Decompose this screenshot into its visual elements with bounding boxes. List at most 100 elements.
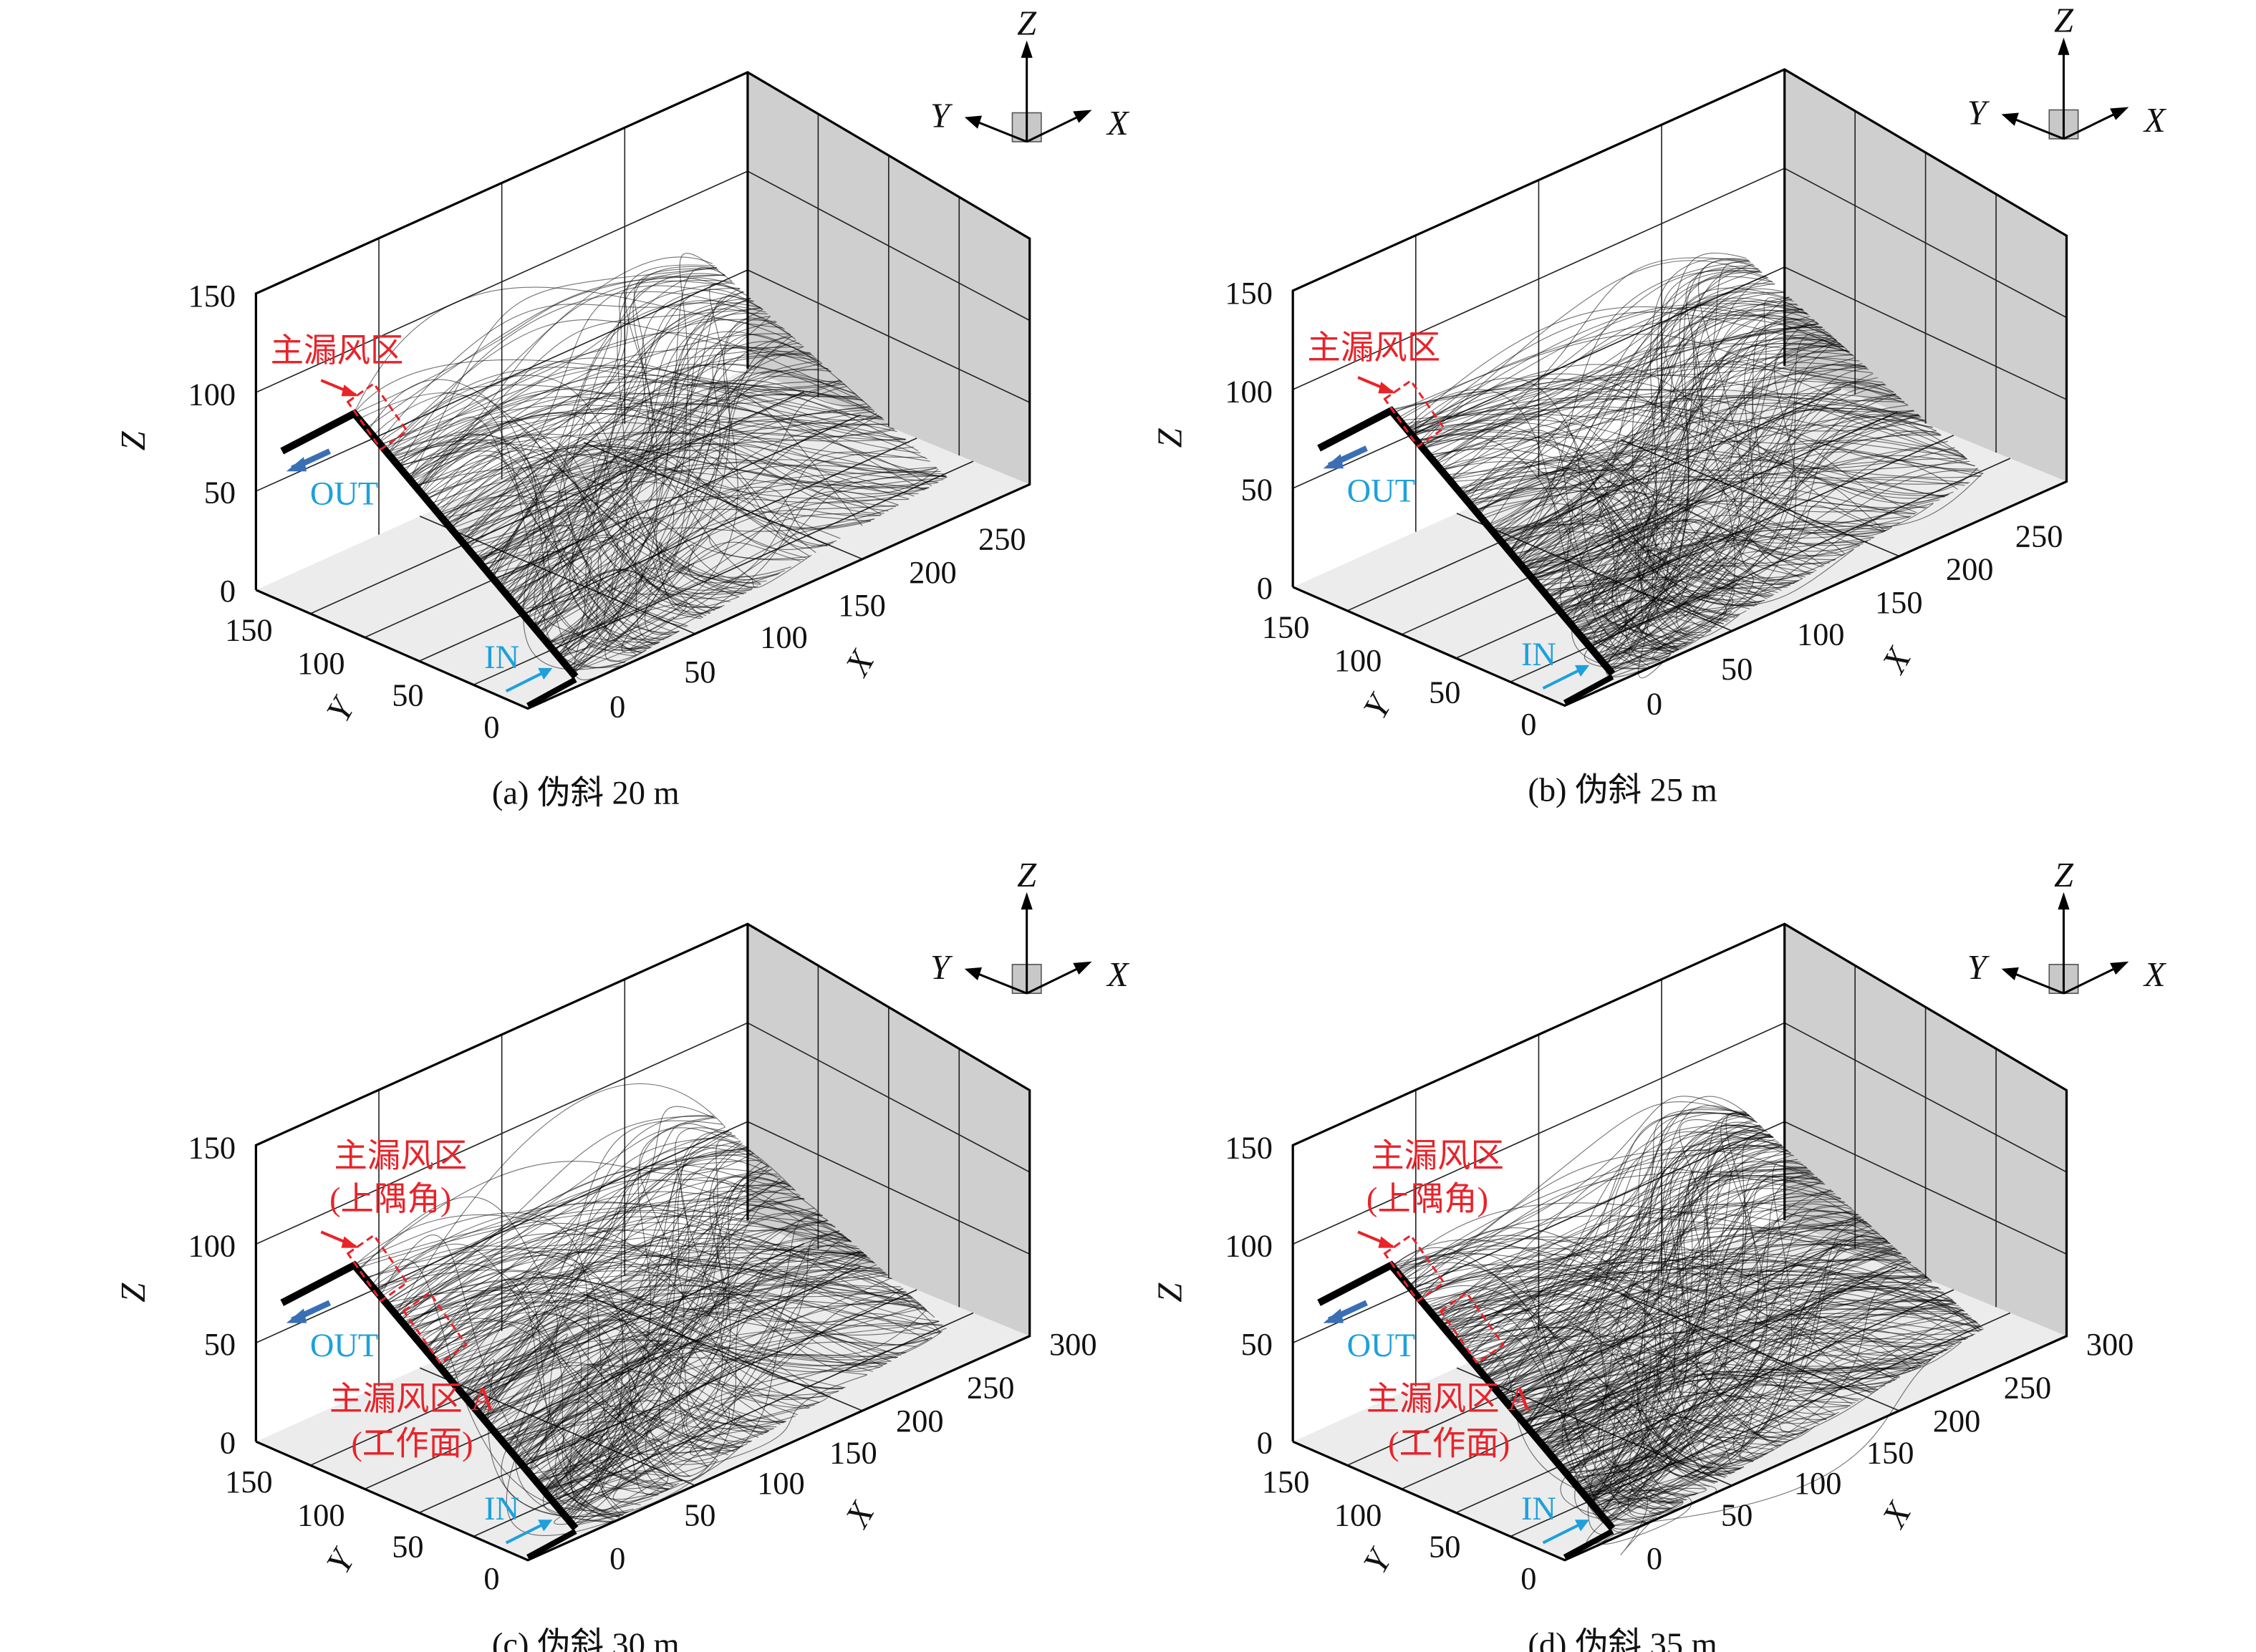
z-tick-label: 100	[1225, 1228, 1273, 1264]
streamline	[1444, 1144, 1782, 1329]
streamline	[1533, 380, 1899, 583]
streamline	[1587, 1216, 1871, 1504]
streamline	[1571, 1299, 1954, 1484]
streamline	[1488, 1134, 1772, 1383]
streamline	[1484, 1129, 1766, 1378]
streamline	[1485, 1270, 1929, 1381]
streamline	[1581, 1137, 1778, 1497]
streamline	[564, 498, 909, 669]
streamline	[1507, 309, 1803, 551]
z-axis-label: Z	[115, 430, 153, 450]
streamline	[1533, 518, 1711, 633]
streamline	[466, 443, 889, 549]
streamline	[1511, 287, 1793, 556]
outlet-arrowhead-icon	[1323, 1308, 1344, 1323]
y-tick-label: 50	[1429, 674, 1460, 710]
x-tick-label: 200	[1946, 551, 1994, 587]
x-tick-label: 250	[978, 521, 1026, 556]
gridline	[256, 170, 748, 393]
streamline	[1447, 1268, 1932, 1333]
streamline	[1596, 499, 1940, 660]
streamline	[1444, 1144, 1788, 1329]
streamline	[1500, 1326, 1717, 1483]
gridline	[1292, 1022, 1785, 1245]
streamline	[1400, 413, 1946, 497]
streamline	[1417, 431, 1864, 552]
streamline	[468, 1334, 892, 1403]
streamline	[491, 452, 810, 579]
streamline	[1432, 1300, 1698, 1494]
streamline	[1509, 271, 1763, 554]
axis-triad-icon: Z Y X	[1967, 1, 2167, 140]
streamline	[1578, 1489, 1692, 1545]
streamline	[1500, 362, 1869, 544]
streamline	[1445, 407, 1921, 475]
z-axis-label: Z	[1152, 428, 1190, 448]
gridline	[418, 1289, 917, 1514]
panel-d: 0 50 100 150 Z 150 100 50 0 Y 0 50 100 150 200 250 300 X 主…	[1152, 856, 2167, 1652]
z-tick-label: 100	[1225, 373, 1273, 409]
streamline	[1475, 1351, 1745, 1476]
inlet-arrow-icon	[1542, 1521, 1584, 1545]
streamline	[491, 318, 802, 579]
leak-zone-a-box	[1439, 1291, 1505, 1365]
streamline	[1453, 1212, 1886, 1341]
z-tick-label: 50	[204, 475, 236, 511]
streamline	[1416, 304, 1803, 440]
streamline	[555, 1470, 669, 1526]
streamline	[486, 382, 919, 574]
leak-zone-a-sublabel: (工作面)	[1388, 1426, 1510, 1462]
streamline	[1440, 460, 1728, 622]
streamline	[1558, 564, 1647, 669]
streamline	[372, 1245, 829, 1406]
z-tick-label: 50	[1241, 1326, 1273, 1362]
streamline	[417, 420, 679, 633]
outlet-label: OUT	[1347, 473, 1415, 510]
panel-a: 0 50 100 150 Z 150 100 50 0 Y 0 50 100 150 200 250 X 主漏风区…	[115, 4, 1130, 811]
gridline	[1292, 266, 1785, 489]
streamline	[458, 1308, 905, 1391]
streamline	[1587, 1286, 1982, 1504]
streamline	[547, 1219, 829, 1501]
streamline	[543, 1290, 906, 1495]
streamline	[1577, 549, 1854, 637]
streamline	[518, 1236, 847, 1464]
x-axis-label: X	[837, 643, 882, 683]
triad-y-label: Y	[1967, 949, 1990, 987]
panel-c: 0 50 100 150 Z 150 100 50 0 Y 0 50 100 150 200 250 300 X 主…	[115, 856, 1130, 1652]
streamline	[475, 464, 753, 589]
streamline	[469, 1251, 863, 1406]
streamline	[1403, 1166, 1812, 1279]
streamline	[1539, 1352, 1819, 1445]
streamline	[470, 1212, 852, 1406]
streamline	[1528, 459, 1945, 576]
z-tick-label: 150	[1225, 1129, 1273, 1165]
streamline	[462, 502, 658, 644]
streamline	[1437, 1227, 1953, 1321]
streamline	[1548, 1436, 1647, 1523]
gridline	[1292, 168, 1785, 390]
streamline	[526, 1277, 892, 1475]
streamline	[1413, 1228, 1921, 1292]
streamline	[520, 1165, 768, 1468]
streamline	[1521, 311, 1808, 569]
streamline	[1523, 1313, 1982, 1425]
streamline	[1552, 283, 1775, 607]
streamline	[1419, 1236, 1950, 1310]
y-axis-label: Y	[1356, 1541, 1401, 1580]
x-tick-label: 0	[1647, 1540, 1662, 1576]
streamline	[414, 307, 762, 486]
streamline	[1409, 1237, 1885, 1287]
streamline	[481, 268, 719, 567]
streamline	[411, 402, 906, 483]
streamline	[394, 1251, 669, 1489]
box-frame	[254, 922, 1031, 1562]
panel-caption: (a) 伪斜 20 m	[492, 776, 680, 812]
streamline	[495, 1181, 786, 1436]
streamline	[1411, 283, 1775, 434]
streamline	[1604, 1383, 1859, 1525]
streamline	[377, 1202, 875, 1293]
streamline	[448, 431, 816, 554]
streamline	[455, 369, 846, 537]
